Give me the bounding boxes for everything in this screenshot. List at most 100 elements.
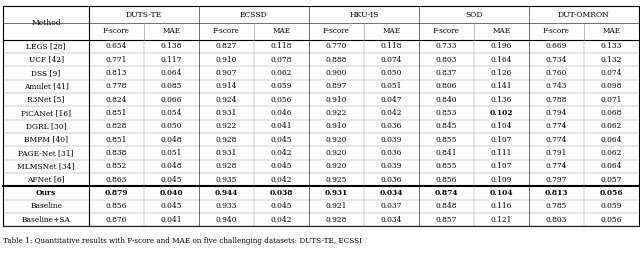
Text: 0.117: 0.117	[161, 56, 182, 64]
Text: 0.791: 0.791	[545, 149, 567, 157]
Text: 0.813: 0.813	[106, 69, 127, 77]
Text: 0.855: 0.855	[436, 162, 457, 170]
Text: 0.046: 0.046	[271, 109, 292, 117]
Text: 0.857: 0.857	[436, 216, 457, 224]
Text: 0.933: 0.933	[216, 202, 237, 210]
Text: 0.104: 0.104	[490, 122, 512, 130]
Text: 0.914: 0.914	[216, 82, 237, 90]
Text: 0.036: 0.036	[381, 176, 402, 184]
Text: 0.037: 0.037	[381, 202, 402, 210]
Text: 0.856: 0.856	[106, 202, 127, 210]
Text: 0.036: 0.036	[381, 149, 402, 157]
Text: 0.935: 0.935	[216, 176, 237, 184]
Text: 0.064: 0.064	[161, 69, 182, 77]
Text: 0.828: 0.828	[106, 122, 127, 130]
Text: 0.855: 0.855	[436, 136, 457, 144]
Text: Ours: Ours	[36, 189, 56, 197]
Text: MAE: MAE	[163, 27, 180, 35]
Text: 0.824: 0.824	[106, 96, 127, 104]
Text: 0.840: 0.840	[436, 96, 457, 104]
Text: 0.813: 0.813	[545, 189, 568, 197]
Text: 0.039: 0.039	[381, 136, 402, 144]
Text: 0.841: 0.841	[436, 149, 457, 157]
Text: 0.924: 0.924	[216, 96, 237, 104]
Text: 0.102: 0.102	[490, 109, 513, 117]
Text: 0.743: 0.743	[545, 82, 567, 90]
Text: F-score: F-score	[543, 27, 570, 35]
Text: R3Net [5]: R3Net [5]	[28, 96, 65, 104]
Text: 0.042: 0.042	[271, 216, 292, 224]
Text: 0.045: 0.045	[271, 162, 292, 170]
Text: 0.126: 0.126	[491, 69, 512, 77]
Text: 0.863: 0.863	[106, 176, 127, 184]
Text: 0.057: 0.057	[600, 176, 622, 184]
Text: 0.920: 0.920	[326, 136, 347, 144]
Text: 0.050: 0.050	[161, 122, 182, 130]
Text: 0.034: 0.034	[381, 216, 402, 224]
Text: AFNet [6]: AFNet [6]	[28, 176, 65, 184]
Text: 0.051: 0.051	[161, 149, 182, 157]
Text: UCF [42]: UCF [42]	[29, 56, 63, 64]
Text: 0.920: 0.920	[326, 149, 347, 157]
Text: 0.921: 0.921	[326, 202, 347, 210]
Text: DSS [9]: DSS [9]	[31, 69, 61, 77]
Text: 0.797: 0.797	[545, 176, 567, 184]
Text: 0.118: 0.118	[381, 42, 402, 50]
Text: 0.900: 0.900	[326, 69, 347, 77]
Text: MAE: MAE	[273, 27, 291, 35]
Text: 0.042: 0.042	[271, 176, 292, 184]
Text: 0.109: 0.109	[491, 176, 512, 184]
Text: 0.056: 0.056	[600, 216, 622, 224]
Text: 0.928: 0.928	[216, 162, 237, 170]
Text: 0.034: 0.034	[380, 189, 403, 197]
Text: 0.062: 0.062	[600, 122, 622, 130]
Text: 0.107: 0.107	[491, 136, 512, 144]
Text: 0.098: 0.098	[600, 82, 622, 90]
Text: DUTS-TE: DUTS-TE	[126, 10, 162, 19]
Text: 0.654: 0.654	[106, 42, 127, 50]
Text: 0.036: 0.036	[381, 122, 402, 130]
Text: 0.845: 0.845	[436, 122, 457, 130]
Text: 0.045: 0.045	[161, 202, 182, 210]
Text: MAE: MAE	[382, 27, 401, 35]
Text: 0.940: 0.940	[216, 216, 237, 224]
Text: 0.856: 0.856	[436, 176, 457, 184]
Text: 0.042: 0.042	[271, 149, 292, 157]
Text: MAE: MAE	[602, 27, 620, 35]
Text: Baseline: Baseline	[30, 202, 62, 210]
Text: 0.048: 0.048	[161, 136, 182, 144]
Text: 0.888: 0.888	[326, 56, 347, 64]
Text: 0.851: 0.851	[106, 136, 127, 144]
Text: 0.085: 0.085	[161, 82, 182, 90]
Text: 0.064: 0.064	[600, 136, 622, 144]
Text: 0.074: 0.074	[381, 56, 402, 64]
Text: MLMSNet [34]: MLMSNet [34]	[17, 162, 75, 170]
Text: 0.760: 0.760	[545, 69, 567, 77]
Text: F-score: F-score	[213, 27, 240, 35]
Text: 0.774: 0.774	[545, 162, 567, 170]
Text: 0.851: 0.851	[106, 109, 127, 117]
Text: HKU-IS: HKU-IS	[349, 10, 378, 19]
Text: 0.803: 0.803	[436, 56, 457, 64]
Text: 0.853: 0.853	[436, 109, 457, 117]
Text: 0.039: 0.039	[381, 162, 402, 170]
Text: 0.116: 0.116	[491, 202, 512, 210]
Text: 0.038: 0.038	[269, 189, 293, 197]
Text: 0.054: 0.054	[161, 109, 182, 117]
Text: 0.910: 0.910	[326, 122, 347, 130]
Text: 0.771: 0.771	[106, 56, 127, 64]
Text: 0.944: 0.944	[214, 189, 238, 197]
Text: 0.733: 0.733	[436, 42, 457, 50]
Text: 0.141: 0.141	[490, 82, 512, 90]
Text: 0.062: 0.062	[600, 149, 622, 157]
Text: 0.074: 0.074	[600, 69, 622, 77]
Text: 0.806: 0.806	[436, 82, 457, 90]
Text: 0.931: 0.931	[216, 109, 237, 117]
Text: 0.879: 0.879	[105, 189, 128, 197]
Text: BMPM [40]: BMPM [40]	[24, 136, 68, 144]
Text: 0.910: 0.910	[216, 56, 237, 64]
Text: 0.788: 0.788	[545, 96, 567, 104]
Text: 0.734: 0.734	[545, 56, 567, 64]
Text: Baseline+SA: Baseline+SA	[22, 216, 70, 224]
Text: 0.132: 0.132	[600, 56, 622, 64]
